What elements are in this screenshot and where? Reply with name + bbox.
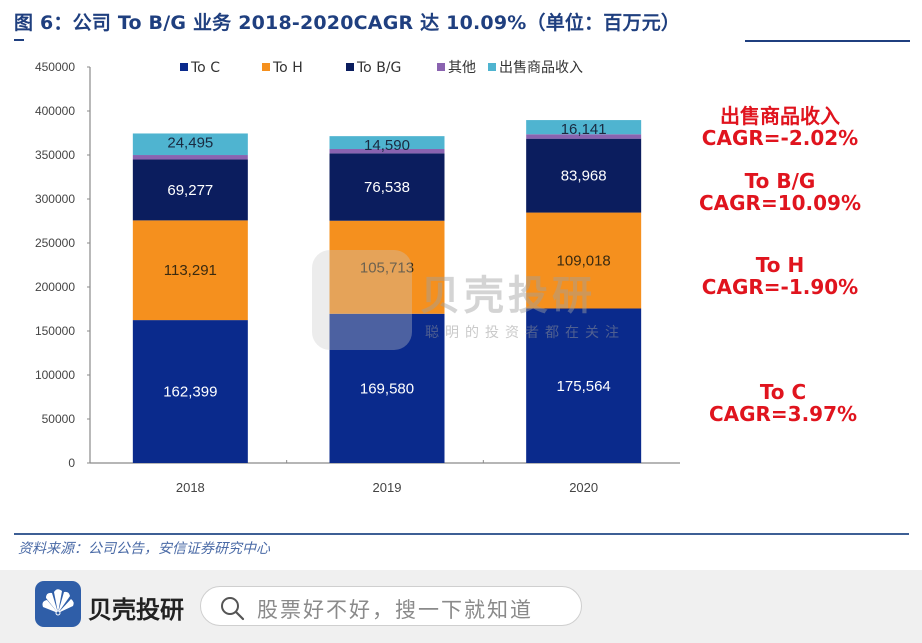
y-tick-label: 200000 <box>35 280 75 294</box>
data-label: 14,590 <box>364 137 410 154</box>
y-tick-label: 400000 <box>35 104 75 118</box>
bar-segment-toh-2020 <box>526 212 642 309</box>
x-tick-label: 2018 <box>176 480 205 495</box>
bar-segment--2019 <box>329 148 445 154</box>
legend-label: To C <box>190 60 220 76</box>
y-tick-label: 150000 <box>35 324 75 338</box>
bar-segment-tobg-2018 <box>132 159 248 221</box>
source-rule <box>14 533 909 535</box>
data-label: 16,141 <box>561 121 607 138</box>
watermark-brand: 贝壳投研 <box>420 273 596 319</box>
watermark-slogan: 聪明的投资者都在关注 <box>425 325 625 341</box>
annotation-toc-value: CAGR=3.97% <box>708 402 858 426</box>
y-tick-label: 300000 <box>35 192 75 206</box>
annotation-tobg-title: To B/G <box>744 169 816 193</box>
legend-label: 其他 <box>448 60 476 76</box>
stacked-bar-chart: 0 50000 100000 150000 200000 250000 300000 3500… <box>35 60 680 495</box>
legend-swatch <box>262 63 270 71</box>
bar-segment-toc-2018 <box>132 320 248 463</box>
x-tick-label: 2019 <box>373 480 402 495</box>
data-label: 109,018 <box>557 253 611 270</box>
shell-fan-icon[interactable] <box>35 581 81 627</box>
annotation-tobg-value: CAGR=10.09% <box>698 191 862 215</box>
search-input[interactable]: 股票好不好，搜一下就知道 <box>200 586 582 626</box>
legend-label: 出售商品收入 <box>499 60 583 76</box>
legend-swatch <box>180 63 188 71</box>
legend-label: To H <box>272 60 303 76</box>
data-label: 175,564 <box>557 378 611 395</box>
data-label: 76,538 <box>364 179 410 196</box>
bar-segment-toc-2020 <box>526 308 642 463</box>
y-tick-label: 100000 <box>35 368 75 382</box>
search-icon[interactable] <box>219 595 245 626</box>
data-label: 113,291 <box>164 262 217 279</box>
annotation-toh-cagr: To H CAGR=-1.90% <box>680 254 880 298</box>
data-label: 105,713 <box>360 259 414 276</box>
bar-segment-tobg-2020 <box>526 138 642 213</box>
bar-segment--2018 <box>132 133 248 156</box>
source-note: 资料来源：公司公告，安信证券研究中心 <box>18 541 270 557</box>
bar-segment-tobg-2019 <box>329 153 445 221</box>
legend-swatch <box>488 63 496 71</box>
annotation-toc-cagr: To C CAGR=3.97% <box>683 381 883 425</box>
data-label: 169,580 <box>360 380 414 397</box>
legend-swatch <box>437 63 445 71</box>
bar-segment-toh-2019 <box>329 220 445 314</box>
data-label: 83,968 <box>561 168 607 185</box>
bar-segment-toc-2019 <box>329 313 445 463</box>
y-tick-label: 350000 <box>35 148 75 162</box>
annotation-toh-title: To H <box>755 253 805 277</box>
legend-label: To B/G <box>356 60 401 76</box>
title-rule-left <box>14 39 24 41</box>
bar-segment--2020 <box>526 120 642 135</box>
annotation-goods-value: CAGR=-2.02% <box>701 126 859 150</box>
y-tick-label: 0 <box>68 456 75 470</box>
watermark-logo <box>312 250 412 350</box>
bar-segment-toh-2018 <box>132 220 248 321</box>
annotation-toh-value: CAGR=-1.90% <box>701 275 859 299</box>
bar-segment--2020 <box>526 134 642 139</box>
data-label: 162,399 <box>163 384 217 401</box>
annotation-goods-cagr: 出售商品收入 CAGR=-2.02% <box>680 105 880 149</box>
annotation-tobg-cagr: To B/G CAGR=10.09% <box>680 170 880 214</box>
y-tick-label: 250000 <box>35 236 75 250</box>
annotation-goods-title: 出售商品收入 <box>720 104 840 128</box>
bar-segment--2019 <box>329 136 445 149</box>
data-label: 69,277 <box>167 182 213 199</box>
chart-title: 图 6：公司 To B/G 业务 2018-2020CAGR 达 10.09%（… <box>14 12 681 34</box>
legend-swatch <box>346 63 354 71</box>
title-rule-right <box>745 40 910 42</box>
footer-brand[interactable]: 贝壳投研 <box>88 596 184 624</box>
bar-segment--2018 <box>132 155 248 160</box>
search-placeholder: 股票好不好，搜一下就知道 <box>257 598 533 622</box>
data-label: 24,495 <box>167 134 213 151</box>
y-tick-label: 450000 <box>35 60 75 74</box>
footer-bar: 贝壳投研 股票好不好，搜一下就知道 <box>0 570 922 643</box>
y-tick-label: 50000 <box>42 412 76 426</box>
annotation-toc-title: To C <box>759 380 807 404</box>
x-tick-label: 2020 <box>569 480 598 495</box>
